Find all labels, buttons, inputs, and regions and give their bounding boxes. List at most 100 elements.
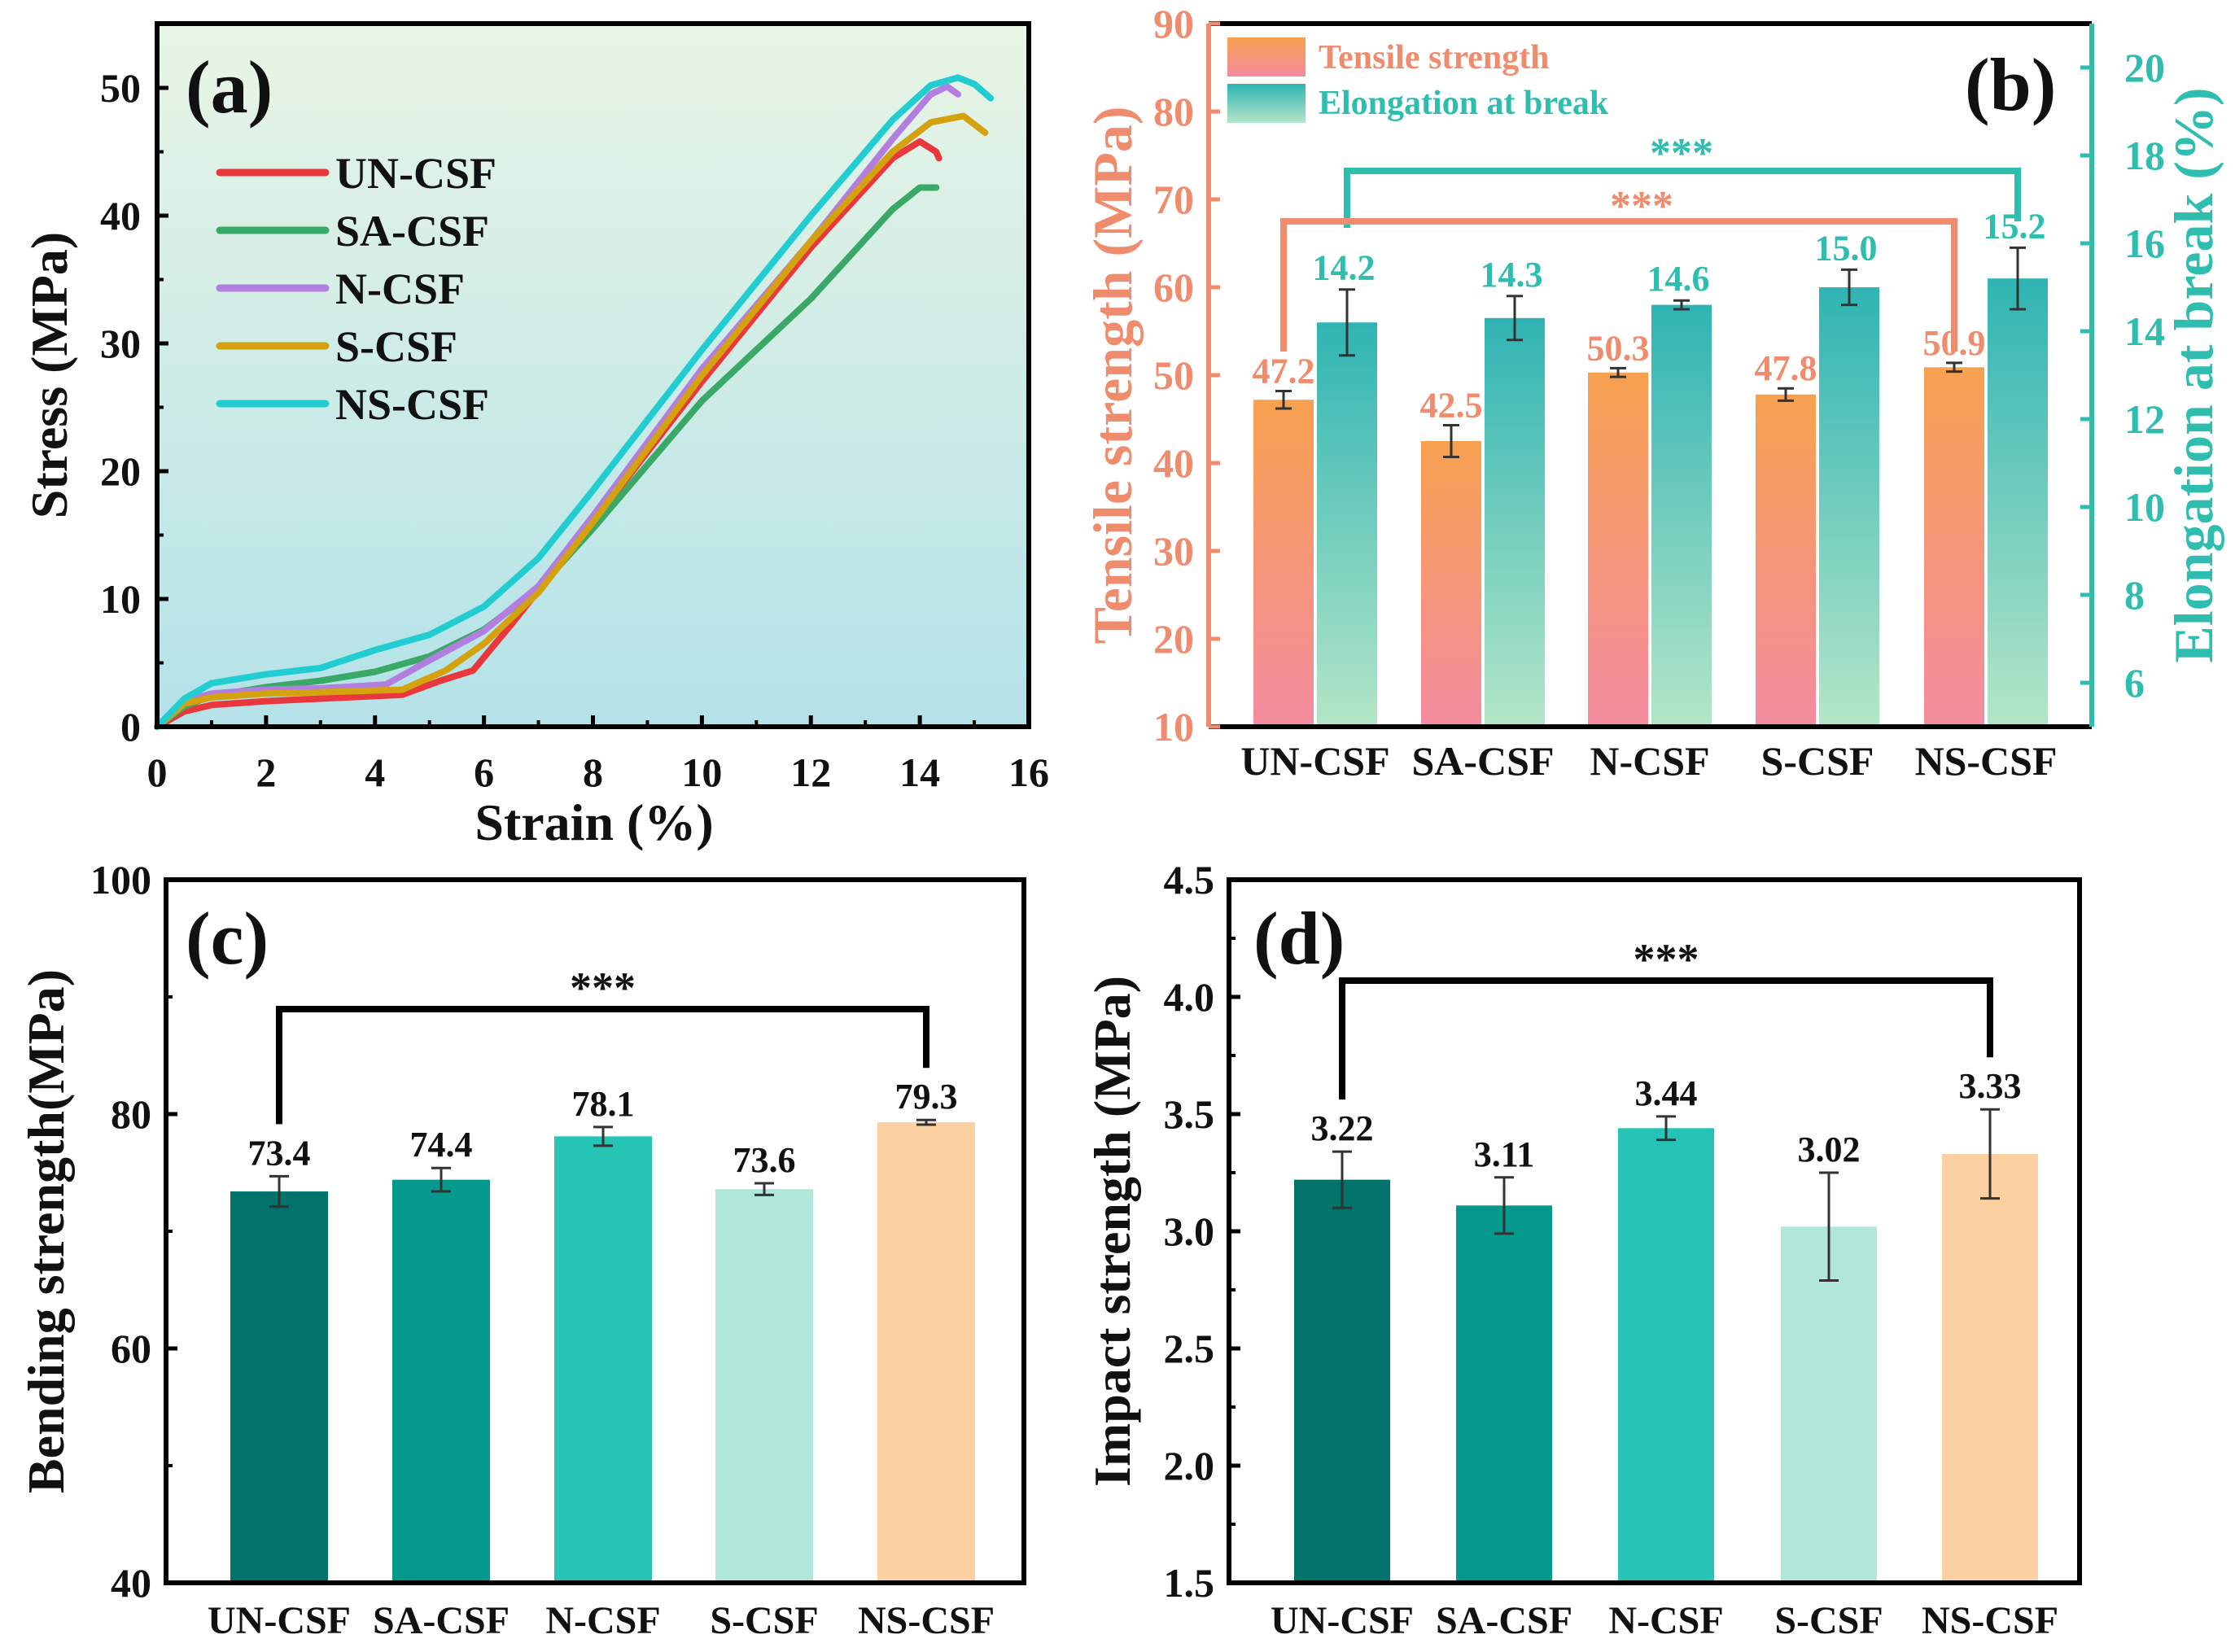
panel-c-x-tick-label: NS-CSF <box>858 1599 995 1642</box>
panel-b-significance: *** *** <box>1280 130 2021 352</box>
panel-c-bar <box>392 1179 490 1583</box>
panel-b-legend-swatch-tensile <box>1227 37 1306 76</box>
panel-d-value-label: 3.44 <box>1635 1073 1698 1113</box>
panel-c-y-tick-label: 100 <box>90 857 151 902</box>
panel-d-y-tick-label: 3.0 <box>1164 1208 1215 1254</box>
panel-c-value-label: 78.1 <box>572 1084 635 1124</box>
panel-d-value-label: 3.22 <box>1311 1108 1374 1148</box>
panel-a-x-tick-label: 6 <box>474 750 494 795</box>
panel-b-label: (b) <box>1965 43 2056 126</box>
panel-a-legend-label: SA-CSF <box>335 207 489 256</box>
panel-b-left-tick-label: 80 <box>1153 89 1194 134</box>
panel-a-y-axis: 0 10 20 30 40 50 <box>100 22 168 750</box>
panel-b-error-bar-tensile <box>1443 424 1459 458</box>
panel-b-value-tensile: 47.8 <box>1755 348 1817 388</box>
panel-b-right-tick-label: 6 <box>2124 660 2145 706</box>
panel-a-x-tick-label: 4 <box>365 750 385 795</box>
panel-b-x-axis: UN-CSF SA-CSF N-CSF S-CSF NS-CSF <box>1240 738 2057 784</box>
panel-a-y-tick-label: 20 <box>100 448 141 494</box>
panel-c-y-axis: 40 60 80 100 <box>90 857 177 1606</box>
panel-b-value-elongation: 15.0 <box>1815 228 1878 268</box>
panel-b-error-bar-elongation <box>1339 288 1355 357</box>
panel-d-error-bar <box>1332 1150 1352 1209</box>
panel-d-value-label: 3.33 <box>1959 1066 2022 1106</box>
panel-a-x-axis: 0 2 4 6 8 10 12 14 16 <box>147 715 1049 795</box>
panel-a-x-tick-label: 14 <box>899 750 940 795</box>
panel-c-error-bar <box>754 1182 774 1196</box>
panel-a-label: (a) <box>186 46 273 129</box>
panel-c-y-tick-label: 60 <box>111 1326 151 1371</box>
panel-c-label: (c) <box>186 897 269 980</box>
panel-c-value-label: 79.3 <box>895 1077 958 1117</box>
panel-a-x-label: Strain (%) <box>475 793 713 851</box>
panel-b-bar-elongation <box>1651 304 1712 728</box>
panel-c-x-tick-label: S-CSF <box>710 1599 818 1642</box>
panel-b-error-bar-elongation <box>2010 246 2026 311</box>
panel-a-y-tick-label: 30 <box>100 321 141 366</box>
panel-b-sig-bracket-elongation <box>1344 168 2021 228</box>
panel-b-right-ticks: 6 8 10 12 14 16 18 20 <box>2080 45 2165 706</box>
panel-b-left-y-label: Tensile strength (MPa) <box>1082 106 1144 644</box>
panel-b-value-tensile: 47.2 <box>1253 351 1315 391</box>
panel-c-bars: 73.4 74.4 78.1 73.6 79.3 <box>230 1077 975 1583</box>
panel-c-x-tick-label: UN-CSF <box>208 1599 351 1642</box>
panel-d-bar <box>1618 1128 1714 1583</box>
panel-b-bar-elongation <box>1317 322 1377 727</box>
panel-b-error-bar-elongation <box>1507 295 1523 342</box>
panel-d-y-tick-label: 4.5 <box>1164 857 1215 902</box>
panel-b-bar-tensile <box>1421 441 1481 727</box>
panel-b-sig-label-elongation: *** <box>1650 130 1713 177</box>
panel-c-value-label: 74.4 <box>410 1125 473 1165</box>
panel-a-x-tick-label: 0 <box>147 750 168 795</box>
panel-d-sig-bracket <box>1339 977 1993 1100</box>
panel-a-legend-label: UN-CSF <box>335 149 496 198</box>
panel-d-bars: 3.22 3.11 3.44 3.02 3.33 <box>1294 1066 2038 1583</box>
panel-b-sig-bracket-tensile <box>1280 218 1957 352</box>
panel-d-sig-label: *** <box>1634 935 1699 984</box>
panel-a-curve-un-csf <box>154 138 943 730</box>
panel-d-value-label: 3.02 <box>1798 1130 1861 1169</box>
panel-a-y-tick-label: 50 <box>100 65 141 111</box>
panel-d-impact: 3.22 3.11 3.44 3.02 3.33 *** 1.5 2.0 2.5 3.0 3.5… <box>1083 857 2082 1642</box>
panel-b-x-tick-label: NS-CSF <box>1914 738 2057 784</box>
panel-b-value-elongation: 14.3 <box>1481 255 1543 295</box>
panel-b-bars: 47.214.242.514.350.314.647.815.050.915.2 <box>1253 206 2048 728</box>
panel-b-x-tick-label: S-CSF <box>1761 738 1874 784</box>
panel-a-x-tick-label: 12 <box>790 750 831 795</box>
panel-d-value-label: 3.11 <box>1474 1134 1535 1174</box>
panel-b-right-tick-label: 20 <box>2124 45 2165 90</box>
panel-b-right-tick-label: 8 <box>2124 572 2145 618</box>
panel-b-right-tick-label: 14 <box>2124 308 2165 354</box>
panel-a-plot-area <box>157 24 1029 727</box>
panel-c-value-label: 73.4 <box>248 1133 311 1173</box>
panel-d-error-bar <box>1980 1108 2000 1200</box>
panel-c-error-bar <box>593 1125 613 1147</box>
panel-a-x-tick-label: 10 <box>681 750 722 795</box>
panel-b-bar-elongation <box>1819 287 1879 727</box>
panel-b-right-tick-label: 18 <box>2124 133 2165 178</box>
panel-a-legend-label: N-CSF <box>335 264 465 313</box>
panel-a-legend-label: S-CSF <box>335 322 457 371</box>
panel-d-error-bar <box>1494 1176 1514 1235</box>
panel-d-y-tick-label: 2.5 <box>1164 1326 1215 1371</box>
panel-b-left-tick-label: 50 <box>1153 352 1194 398</box>
panel-a-curve-s-csf <box>154 112 989 730</box>
panel-b-legend-swatch-elongation <box>1227 84 1306 123</box>
panel-b-error-bar-tensile <box>1610 366 1626 378</box>
panel-c-bar <box>877 1122 975 1583</box>
panel-d-x-tick-label: S-CSF <box>1774 1599 1883 1642</box>
panel-b-x-tick-label: SA-CSF <box>1411 738 1554 784</box>
panel-c-bar <box>554 1136 652 1583</box>
panel-d-error-bar <box>1819 1171 1839 1282</box>
panel-d-label: (d) <box>1253 897 1345 980</box>
panel-b-bar-tensile <box>1253 400 1314 727</box>
panel-d-y-tick-label: 4.0 <box>1164 974 1215 1020</box>
panel-c-x-axis: UN-CSF SA-CSF N-CSF S-CSF NS-CSF <box>208 1599 995 1642</box>
panel-b-error-bar-tensile <box>1946 361 1962 374</box>
panel-b-left-ticks: 10 20 30 40 50 60 70 80 90 <box>1153 1 1220 750</box>
panel-d-x-tick-label: SA-CSF <box>1436 1599 1572 1642</box>
panel-a-x-tick-label: 2 <box>256 750 276 795</box>
panel-d-y-tick-label: 1.5 <box>1164 1560 1215 1606</box>
panel-d-significance: *** <box>1339 935 1993 1100</box>
